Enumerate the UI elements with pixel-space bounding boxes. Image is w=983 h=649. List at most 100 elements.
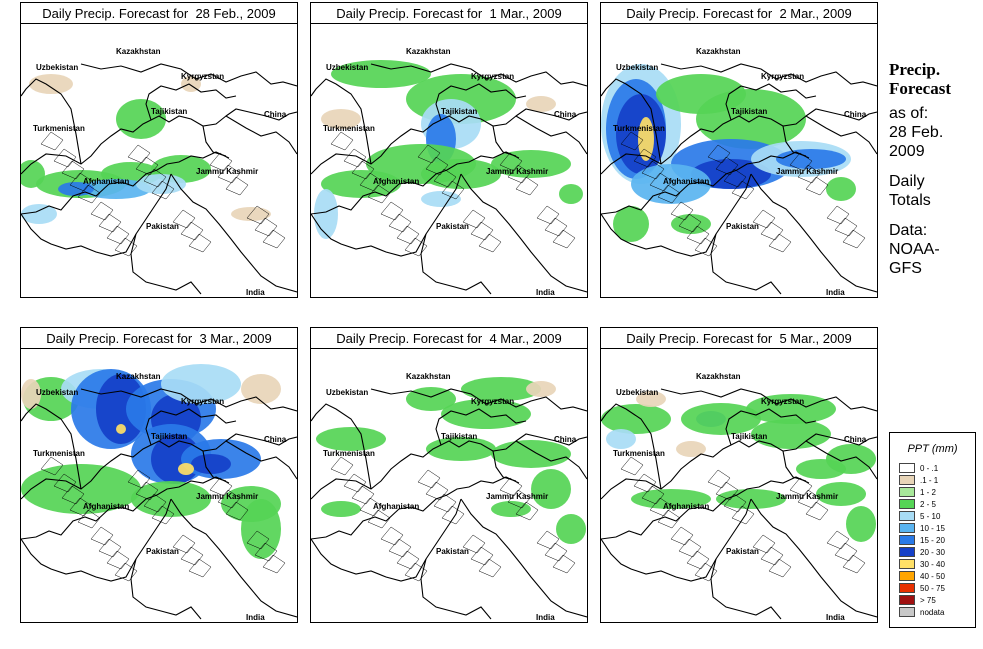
label-jammu-kashmir: Jammu Kashmir <box>196 167 258 176</box>
precip-area <box>316 427 386 451</box>
province-border <box>715 156 739 176</box>
precip-area <box>676 441 706 457</box>
province-border <box>388 538 412 558</box>
country-border <box>601 498 752 582</box>
province-border <box>789 477 813 497</box>
precip-area <box>696 89 806 149</box>
province-border <box>172 534 196 554</box>
province-border <box>330 456 354 476</box>
province-border <box>417 144 441 164</box>
precip-area <box>136 174 186 194</box>
precip-area <box>746 394 836 424</box>
country-border <box>311 78 372 165</box>
province-border <box>507 164 531 184</box>
label-kyrgyzstan: Kyrgyzstan <box>471 72 514 81</box>
type-totals: Totals <box>889 192 931 209</box>
legend-swatch <box>899 487 915 497</box>
province-border <box>404 237 428 257</box>
precip-area <box>116 99 166 139</box>
country-border <box>601 151 810 215</box>
label-afghanistan: Afghanistan <box>663 177 709 186</box>
province-border <box>536 205 560 225</box>
province-border <box>404 562 428 582</box>
legend-label: 20 - 30 <box>920 548 945 557</box>
label-afghanistan: Afghanistan <box>663 502 709 511</box>
precip-area <box>181 76 201 92</box>
province-border <box>351 160 375 180</box>
province-border <box>380 526 404 546</box>
province-border <box>678 213 702 233</box>
panel-title: Daily Precip. Forecast for 3 Mar., 2009 <box>20 327 298 351</box>
country-border <box>782 125 807 157</box>
province-border <box>723 168 747 188</box>
province-border <box>678 538 702 558</box>
province-border <box>53 473 77 493</box>
country-border <box>21 403 82 490</box>
label-jammu-kashmir: Jammu Kashmir <box>776 167 838 176</box>
precip-area <box>321 109 361 129</box>
precip-area <box>776 149 846 169</box>
legend-label: 5 - 10 <box>920 512 941 521</box>
label-pakistan: Pakistan <box>146 547 179 556</box>
province-border <box>478 233 502 253</box>
province-border <box>69 172 93 192</box>
precip-area <box>241 499 281 559</box>
country-border <box>170 498 297 618</box>
country-border <box>145 408 237 446</box>
province-border <box>151 180 175 200</box>
province-border <box>641 485 665 505</box>
precip-area <box>241 374 281 404</box>
country-border <box>311 173 462 257</box>
precip-area <box>531 469 571 509</box>
label-kyrgyzstan: Kyrgyzstan <box>181 397 224 406</box>
panel-title: Daily Precip. Forecast for 28 Feb., 2009 <box>20 2 298 26</box>
country-border <box>725 408 817 446</box>
legend-label: 30 - 40 <box>920 560 945 569</box>
asof-date: 28 Feb. <box>889 124 944 141</box>
country-border <box>601 476 810 540</box>
type-daily: Daily <box>889 173 925 190</box>
label-kazakhstan: Kazakhstan <box>406 47 451 56</box>
precip-area <box>491 501 531 517</box>
country-border <box>21 498 172 582</box>
map-area: Kazakhstan Uzbekistan Kyrgyzstan Tajikistan… <box>20 348 298 623</box>
precip-area <box>526 96 556 112</box>
country-border <box>601 173 752 257</box>
country-border <box>130 558 202 620</box>
label-tajikistan: Tajikistan <box>151 432 187 441</box>
province-border <box>98 213 122 233</box>
province-border <box>768 233 792 253</box>
province-border <box>425 156 449 176</box>
label-india: India <box>536 288 555 297</box>
label-pakistan: Pakistan <box>436 222 469 231</box>
precip-area <box>29 74 73 94</box>
province-border <box>694 562 718 582</box>
label-uzbekistan: Uzbekistan <box>36 63 78 72</box>
province-border <box>441 180 465 200</box>
legend-label: 40 - 50 <box>920 572 945 581</box>
precip-field <box>21 364 281 559</box>
precip-area <box>461 377 541 401</box>
admin-boundaries <box>311 388 587 620</box>
country-border <box>750 498 877 618</box>
province-border <box>330 131 354 151</box>
province-border <box>40 456 64 476</box>
province-border <box>180 221 204 241</box>
precip-area <box>116 424 126 434</box>
province-border <box>359 172 383 192</box>
label-tajikistan: Tajikistan <box>151 107 187 116</box>
province-border <box>225 176 249 196</box>
province-border <box>515 176 539 196</box>
heading-precip: Precip. <box>889 60 941 79</box>
legend-label: 2 - 5 <box>920 500 937 509</box>
legend-label: 1 - 2 <box>920 488 937 497</box>
country-border <box>21 78 82 165</box>
panel-title: Daily Precip. Forecast for 4 Mar., 2009 <box>310 327 588 351</box>
country-border <box>460 498 587 618</box>
province-border <box>670 201 694 221</box>
label-kyrgyzstan: Kyrgyzstan <box>761 397 804 406</box>
label-uzbekistan: Uzbekistan <box>36 388 78 397</box>
precip-area <box>559 184 583 204</box>
precip-area <box>601 404 671 434</box>
label-china: China <box>844 110 867 119</box>
